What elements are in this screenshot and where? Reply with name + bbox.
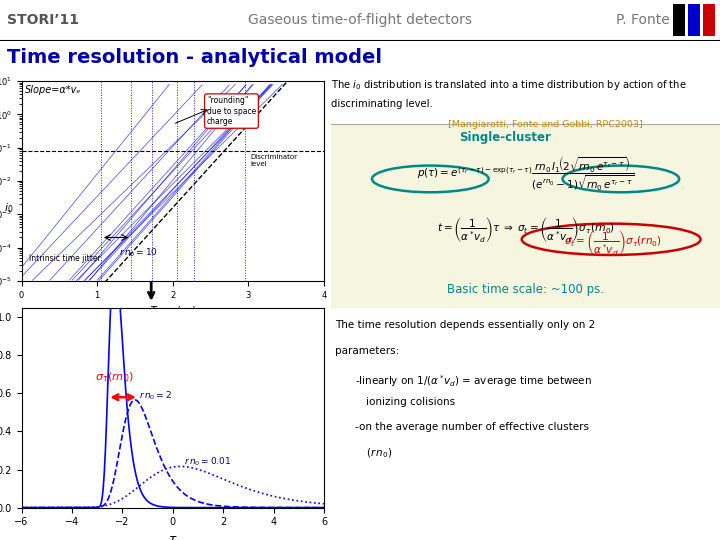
Text: Discriminator
level: Discriminator level [250,154,297,167]
Text: $r\, n_0=2$: $r\, n_0=2$ [139,389,172,402]
Text: -linearly on $1/(\alpha^*\!v_d)$ = average time between: -linearly on $1/(\alpha^*\!v_d)$ = avera… [354,373,592,389]
Text: STORI’11: STORI’11 [7,14,79,27]
Text: The $i_0$ distribution is translated into a time distribution by action of the: The $i_0$ distribution is translated int… [331,78,687,92]
Text: [Mangiarotti, Fonte and Gobbi, RPC2003]: [Mangiarotti, Fonte and Gobbi, RPC2003] [448,120,642,129]
Text: $p(\tau) = e^{(\tau_r-\tau)-\exp(\tau_r-\tau)}\dfrac{rn_0\,I_1\!\left(2\sqrt{rn_: $p(\tau) = e^{(\tau_r-\tau)-\exp(\tau_r-… [417,154,634,193]
Text: Single-cluster: Single-cluster [459,131,552,144]
FancyBboxPatch shape [673,4,685,36]
Text: $i_0$: $i_0$ [4,201,13,215]
Text: discriminating level.: discriminating level. [331,99,433,109]
Text: "rounding"
due to space
charge: "rounding" due to space charge [207,96,256,126]
Text: ionizing colisions: ionizing colisions [366,397,455,407]
Text: The time resolution depends essentially only on 2: The time resolution depends essentially … [335,320,595,330]
Text: parameters:: parameters: [335,347,400,356]
Text: $\sigma_t = \left(\dfrac{1}{\alpha^*\! v_d}\right)\sigma_\tau(rn_0)$: $\sigma_t = \left(\dfrac{1}{\alpha^*\! v… [564,228,662,256]
FancyBboxPatch shape [688,4,700,36]
Text: Intrinsic time jitter: Intrinsic time jitter [29,254,101,263]
Text: Time resolution - analytical model: Time resolution - analytical model [7,48,382,67]
FancyBboxPatch shape [328,124,720,308]
Text: $\sigma_\tau(rn_0)$: $\sigma_\tau(rn_0)$ [94,370,133,384]
Text: Basic time scale: ~100 ps.: Basic time scale: ~100 ps. [447,284,604,296]
X-axis label: $\tau$: $\tau$ [168,533,178,540]
Text: P. Fonte: P. Fonte [616,14,670,27]
FancyBboxPatch shape [703,4,715,36]
Text: Gaseous time-of-flight detectors: Gaseous time-of-flight detectors [248,14,472,27]
Text: $r\, n_0=0.01$: $r\, n_0=0.01$ [184,456,231,468]
X-axis label: Time (ns): Time (ns) [150,305,196,315]
Text: $(r\,n_0)$: $(r\,n_0)$ [366,446,393,460]
Text: Slope=α*vₑ: Slope=α*vₑ [24,85,81,95]
Text: -on the average number of effective clusters: -on the average number of effective clus… [354,422,588,431]
Text: $t = \left(\dfrac{1}{\alpha^*\! v_d}\right)\tau\;\Rightarrow\;\sigma_t = \left(\: $t = \left(\dfrac{1}{\alpha^*\! v_d}\rig… [436,215,615,244]
Text: $r\, n_0=10$: $r\, n_0=10$ [119,247,158,259]
